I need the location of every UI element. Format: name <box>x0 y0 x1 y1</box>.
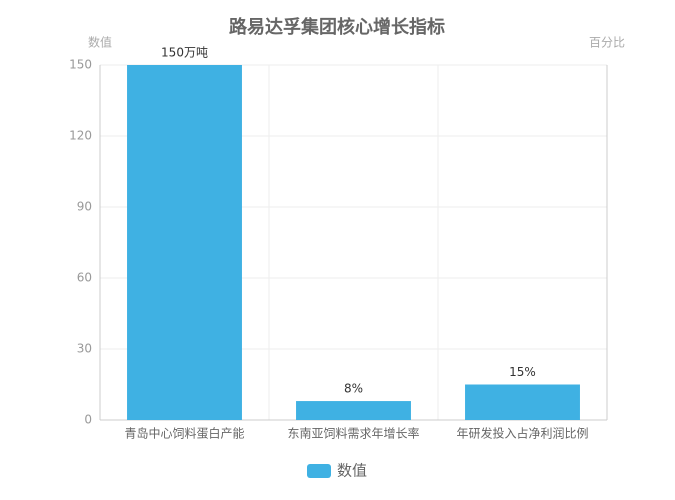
bar <box>296 401 411 420</box>
bar <box>127 65 242 420</box>
x-tick-label: 青岛中心饲料蛋白产能 <box>124 426 244 441</box>
y-tick-label: 60 <box>77 271 92 285</box>
x-tick-label: 东南亚饲料需求年增长率 <box>287 426 419 441</box>
y-tick-label: 90 <box>77 200 92 214</box>
y-tick-label: 30 <box>77 342 92 356</box>
y-tick-label: 0 <box>84 413 92 427</box>
chart-title: 路易达孚集团核心增长指标 <box>229 16 445 38</box>
data-label: 150万吨 <box>161 46 208 60</box>
y-tick-label: 120 <box>69 129 92 143</box>
data-label: 15% <box>509 365 536 379</box>
y2-axis-label: 百分比 <box>589 36 625 50</box>
y-axis-label: 数值 <box>88 35 112 50</box>
y-tick-label: 150 <box>69 58 92 72</box>
data-label: 8% <box>344 382 363 396</box>
legend-label: 数值 <box>337 462 367 480</box>
bar <box>465 384 580 420</box>
x-tick-label: 年研发投入占净利润比例 <box>456 426 588 441</box>
legend-swatch <box>307 464 331 478</box>
